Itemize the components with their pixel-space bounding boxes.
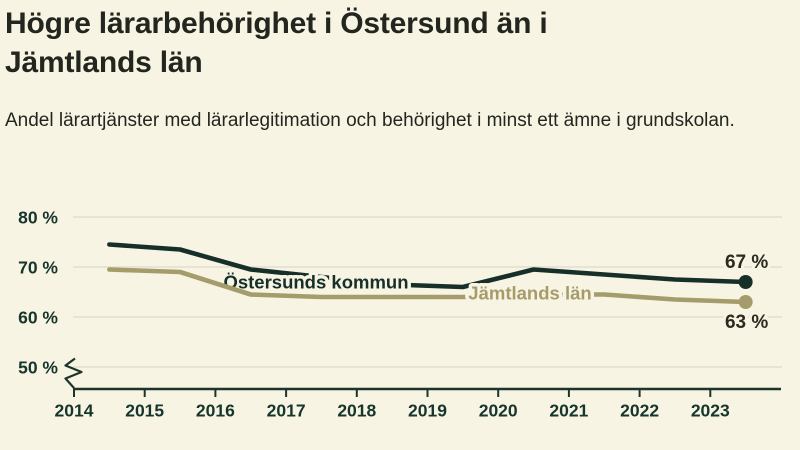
x-axis-tick-label: 2023 xyxy=(691,401,730,421)
page-title: Högre lärarbehörighet i Östersund än i J… xyxy=(5,7,548,79)
y-axis-tick-label: 50 % xyxy=(18,358,58,378)
x-axis-tick-label: 2018 xyxy=(337,401,376,421)
series-line-1 xyxy=(107,267,748,305)
chart-subtitle: Andel lärartjänster med lärarlegitimatio… xyxy=(5,110,735,131)
x-axis-tick-label: 2019 xyxy=(408,401,447,421)
x-axis-tick-label: 2016 xyxy=(196,401,235,421)
series-endpoint-dot-0 xyxy=(738,275,753,289)
series-inline-label-0: Östersunds kommun xyxy=(223,272,408,293)
y-axis-tick-label: 70 % xyxy=(18,258,58,278)
x-axis-tick-label: 2020 xyxy=(479,401,518,421)
x-axis-tick-label: 2022 xyxy=(620,401,659,421)
series-line-0 xyxy=(107,242,748,290)
series-endpoint-dot-1 xyxy=(738,295,753,309)
series-inline-label-1: Jämtlands län xyxy=(468,283,591,304)
x-axis-tick-label: 2021 xyxy=(549,401,588,421)
x-axis-tick-label: 2014 xyxy=(55,401,94,421)
y-axis-tick-label: 80 % xyxy=(18,208,58,228)
series-end-value-label-0: 67 % xyxy=(725,252,768,273)
x-axis-tick-label: 2017 xyxy=(267,401,306,421)
axis-break-zigzag-icon xyxy=(64,357,83,389)
x-axis-tick-label: 2015 xyxy=(125,401,164,421)
y-axis-tick-label: 60 % xyxy=(18,308,58,328)
series-end-value-label-1: 63 % xyxy=(725,312,768,333)
